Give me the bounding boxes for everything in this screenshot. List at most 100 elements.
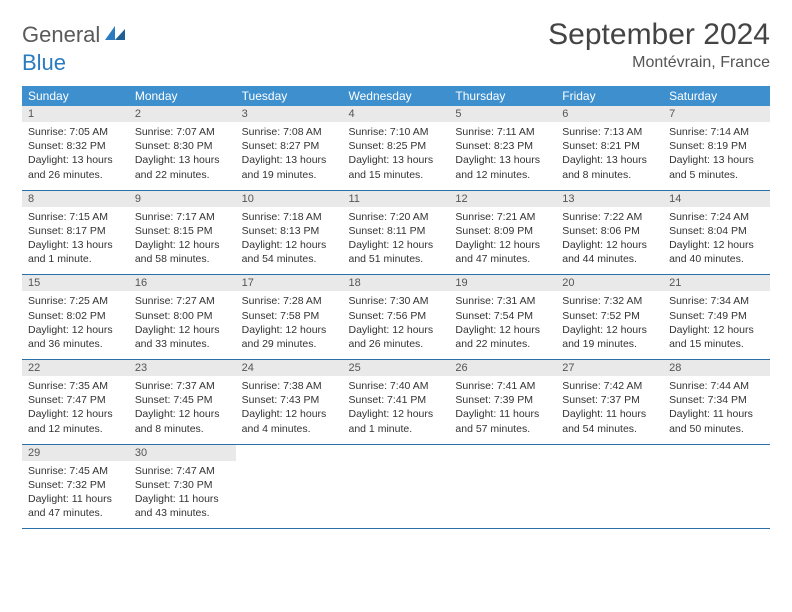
day-detail: Sunrise: 7:20 AMSunset: 8:11 PMDaylight:… bbox=[343, 207, 450, 275]
sunset-line: Sunset: 7:43 PM bbox=[242, 393, 337, 407]
day-number: 16 bbox=[129, 275, 236, 292]
day-number: 11 bbox=[343, 190, 450, 207]
day-number bbox=[449, 444, 556, 461]
location-label: Montévrain, France bbox=[548, 54, 770, 72]
sunset-line: Sunset: 7:58 PM bbox=[242, 309, 337, 323]
day-number: 5 bbox=[449, 106, 556, 122]
day-detail: Sunrise: 7:14 AMSunset: 8:19 PMDaylight:… bbox=[663, 122, 770, 190]
calendar-body: 1234567Sunrise: 7:05 AMSunset: 8:32 PMDa… bbox=[22, 106, 770, 529]
day-detail: Sunrise: 7:22 AMSunset: 8:06 PMDaylight:… bbox=[556, 207, 663, 275]
day-detail: Sunrise: 7:34 AMSunset: 7:49 PMDaylight:… bbox=[663, 291, 770, 359]
day-number bbox=[343, 444, 450, 461]
month-title: September 2024 bbox=[548, 18, 770, 52]
sunrise-line: Sunrise: 7:28 AM bbox=[242, 294, 337, 308]
sunset-line: Sunset: 8:25 PM bbox=[349, 139, 444, 153]
sunrise-line: Sunrise: 7:31 AM bbox=[455, 294, 550, 308]
day-number: 24 bbox=[236, 360, 343, 377]
daylight-line: Daylight: 12 hours and 22 minutes. bbox=[455, 323, 550, 351]
daylight-line: Daylight: 12 hours and 54 minutes. bbox=[242, 238, 337, 266]
day-number: 23 bbox=[129, 360, 236, 377]
day-detail bbox=[663, 461, 770, 529]
sunrise-line: Sunrise: 7:40 AM bbox=[349, 379, 444, 393]
daylight-line: Daylight: 13 hours and 8 minutes. bbox=[562, 153, 657, 181]
sunset-line: Sunset: 7:56 PM bbox=[349, 309, 444, 323]
daylight-line: Daylight: 12 hours and 19 minutes. bbox=[562, 323, 657, 351]
day-number: 28 bbox=[663, 360, 770, 377]
day-number: 9 bbox=[129, 190, 236, 207]
daylight-line: Daylight: 13 hours and 19 minutes. bbox=[242, 153, 337, 181]
daynum-row: 1234567 bbox=[22, 106, 770, 122]
daylight-line: Daylight: 11 hours and 47 minutes. bbox=[28, 492, 123, 520]
day-detail: Sunrise: 7:13 AMSunset: 8:21 PMDaylight:… bbox=[556, 122, 663, 190]
day-detail: Sunrise: 7:35 AMSunset: 7:47 PMDaylight:… bbox=[22, 376, 129, 444]
daylight-line: Daylight: 12 hours and 1 minute. bbox=[349, 407, 444, 435]
sunrise-line: Sunrise: 7:45 AM bbox=[28, 464, 123, 478]
daylight-line: Daylight: 12 hours and 51 minutes. bbox=[349, 238, 444, 266]
sunrise-line: Sunrise: 7:13 AM bbox=[562, 125, 657, 139]
daylight-line: Daylight: 12 hours and 40 minutes. bbox=[669, 238, 764, 266]
day-number: 17 bbox=[236, 275, 343, 292]
daylight-line: Daylight: 12 hours and 15 minutes. bbox=[669, 323, 764, 351]
daylight-line: Daylight: 12 hours and 58 minutes. bbox=[135, 238, 230, 266]
sunset-line: Sunset: 8:06 PM bbox=[562, 224, 657, 238]
day-detail: Sunrise: 7:31 AMSunset: 7:54 PMDaylight:… bbox=[449, 291, 556, 359]
day-number: 26 bbox=[449, 360, 556, 377]
sunset-line: Sunset: 7:54 PM bbox=[455, 309, 550, 323]
sunset-line: Sunset: 8:04 PM bbox=[669, 224, 764, 238]
sunset-line: Sunset: 7:39 PM bbox=[455, 393, 550, 407]
day-detail: Sunrise: 7:40 AMSunset: 7:41 PMDaylight:… bbox=[343, 376, 450, 444]
daylight-line: Daylight: 12 hours and 29 minutes. bbox=[242, 323, 337, 351]
daylight-line: Daylight: 12 hours and 44 minutes. bbox=[562, 238, 657, 266]
sunset-line: Sunset: 8:11 PM bbox=[349, 224, 444, 238]
sunset-line: Sunset: 8:21 PM bbox=[562, 139, 657, 153]
sunset-line: Sunset: 8:00 PM bbox=[135, 309, 230, 323]
detail-row: Sunrise: 7:35 AMSunset: 7:47 PMDaylight:… bbox=[22, 376, 770, 444]
day-number: 30 bbox=[129, 444, 236, 461]
day-detail: Sunrise: 7:27 AMSunset: 8:00 PMDaylight:… bbox=[129, 291, 236, 359]
day-detail: Sunrise: 7:45 AMSunset: 7:32 PMDaylight:… bbox=[22, 461, 129, 529]
day-number: 19 bbox=[449, 275, 556, 292]
day-detail: Sunrise: 7:11 AMSunset: 8:23 PMDaylight:… bbox=[449, 122, 556, 190]
detail-row: Sunrise: 7:05 AMSunset: 8:32 PMDaylight:… bbox=[22, 122, 770, 190]
daylight-line: Daylight: 13 hours and 22 minutes. bbox=[135, 153, 230, 181]
sunrise-line: Sunrise: 7:41 AM bbox=[455, 379, 550, 393]
day-number: 22 bbox=[22, 360, 129, 377]
detail-row: Sunrise: 7:25 AMSunset: 8:02 PMDaylight:… bbox=[22, 291, 770, 359]
daylight-line: Daylight: 12 hours and 47 minutes. bbox=[455, 238, 550, 266]
daylight-line: Daylight: 12 hours and 36 minutes. bbox=[28, 323, 123, 351]
day-detail: Sunrise: 7:21 AMSunset: 8:09 PMDaylight:… bbox=[449, 207, 556, 275]
sunrise-line: Sunrise: 7:14 AM bbox=[669, 125, 764, 139]
day-detail: Sunrise: 7:28 AMSunset: 7:58 PMDaylight:… bbox=[236, 291, 343, 359]
sunset-line: Sunset: 8:17 PM bbox=[28, 224, 123, 238]
sunrise-line: Sunrise: 7:24 AM bbox=[669, 210, 764, 224]
sunrise-line: Sunrise: 7:38 AM bbox=[242, 379, 337, 393]
sunrise-line: Sunrise: 7:44 AM bbox=[669, 379, 764, 393]
sunset-line: Sunset: 7:52 PM bbox=[562, 309, 657, 323]
day-header-row: Sunday Monday Tuesday Wednesday Thursday… bbox=[22, 86, 770, 106]
daylight-line: Daylight: 11 hours and 57 minutes. bbox=[455, 407, 550, 435]
sunset-line: Sunset: 8:02 PM bbox=[28, 309, 123, 323]
day-detail: Sunrise: 7:18 AMSunset: 8:13 PMDaylight:… bbox=[236, 207, 343, 275]
sunrise-line: Sunrise: 7:08 AM bbox=[242, 125, 337, 139]
day-number: 27 bbox=[556, 360, 663, 377]
day-number: 13 bbox=[556, 190, 663, 207]
sunset-line: Sunset: 7:41 PM bbox=[349, 393, 444, 407]
sunrise-line: Sunrise: 7:18 AM bbox=[242, 210, 337, 224]
daynum-row: 2930 bbox=[22, 444, 770, 461]
day-number: 6 bbox=[556, 106, 663, 122]
sunset-line: Sunset: 8:32 PM bbox=[28, 139, 123, 153]
sunrise-line: Sunrise: 7:21 AM bbox=[455, 210, 550, 224]
day-number bbox=[556, 444, 663, 461]
daylight-line: Daylight: 13 hours and 12 minutes. bbox=[455, 153, 550, 181]
sunset-line: Sunset: 8:23 PM bbox=[455, 139, 550, 153]
day-number: 2 bbox=[129, 106, 236, 122]
daynum-row: 22232425262728 bbox=[22, 360, 770, 377]
day-number: 15 bbox=[22, 275, 129, 292]
sunset-line: Sunset: 7:45 PM bbox=[135, 393, 230, 407]
daylight-line: Daylight: 13 hours and 5 minutes. bbox=[669, 153, 764, 181]
sunset-line: Sunset: 7:49 PM bbox=[669, 309, 764, 323]
daylight-line: Daylight: 13 hours and 26 minutes. bbox=[28, 153, 123, 181]
sunset-line: Sunset: 8:30 PM bbox=[135, 139, 230, 153]
daynum-row: 15161718192021 bbox=[22, 275, 770, 292]
day-detail bbox=[556, 461, 663, 529]
